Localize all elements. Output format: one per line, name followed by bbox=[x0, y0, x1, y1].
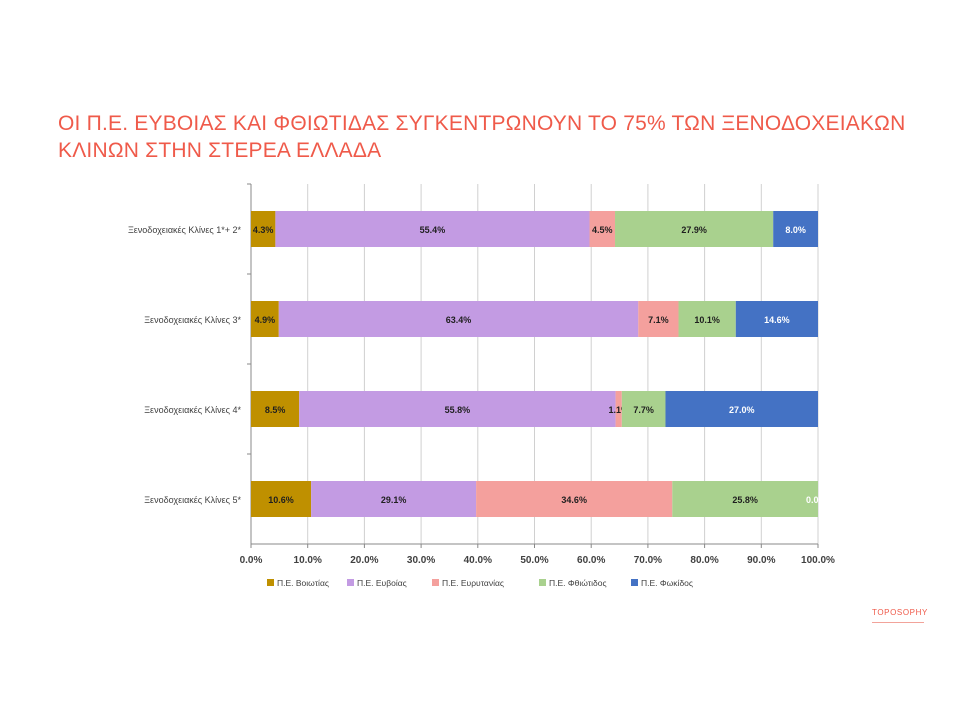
x-tick-label: 20.0% bbox=[350, 555, 378, 566]
x-tick-label: 60.0% bbox=[577, 555, 605, 566]
bar-segment bbox=[278, 301, 639, 337]
bar-segment bbox=[735, 301, 818, 337]
bar-segment bbox=[589, 211, 616, 247]
bar-segment bbox=[275, 211, 590, 247]
data-label: 8.5% bbox=[265, 405, 286, 415]
slide-title: ΟΙ Π.Ε. ΕΥΒΟΙΑΣ ΚΑΙ ΦΘΙΩΤΙΔΑΣ ΣΥΓΚΕΝΤΡΩΝ… bbox=[58, 110, 918, 164]
legend-swatch bbox=[267, 579, 274, 586]
legend-swatch bbox=[347, 579, 354, 586]
bar-segment bbox=[615, 211, 774, 247]
data-label: 7.1% bbox=[648, 315, 669, 325]
data-label: 27.0% bbox=[729, 405, 755, 415]
legend-swatch bbox=[432, 579, 439, 586]
data-label: 4.3% bbox=[253, 225, 274, 235]
x-tick-label: 0.0% bbox=[240, 555, 263, 566]
legend-label: Π.Ε. Ευβοίας bbox=[357, 578, 407, 588]
legend-swatch bbox=[539, 579, 546, 586]
category-label: Ξενοδοχειακές Κλίνες 1*+ 2* bbox=[128, 225, 242, 235]
legend-label: Π.Ε. Φθιώτιδος bbox=[549, 578, 607, 588]
bar-segment bbox=[665, 391, 818, 427]
bar-segment bbox=[621, 391, 666, 427]
data-label: 29.1% bbox=[381, 495, 407, 505]
data-label: 1.1% bbox=[608, 405, 629, 415]
data-label: 0.0 bbox=[806, 495, 819, 505]
legend-label: Π.Ε. Ευρυτανίας bbox=[442, 578, 504, 588]
category-label: Ξενοδοχειακές Κλίνες 5* bbox=[144, 495, 241, 505]
x-tick-label: 40.0% bbox=[464, 555, 492, 566]
data-label: 34.6% bbox=[561, 495, 587, 505]
data-label: 27.9% bbox=[681, 225, 707, 235]
data-label: 4.5% bbox=[592, 225, 613, 235]
data-label: 55.4% bbox=[420, 225, 446, 235]
x-tick-label: 100.0% bbox=[801, 555, 835, 566]
bar-segment bbox=[615, 391, 622, 427]
legend-label: Π.Ε. Φωκίδος bbox=[641, 578, 693, 588]
data-label: 4.9% bbox=[255, 315, 276, 325]
data-label: 55.8% bbox=[445, 405, 471, 415]
bar-segment bbox=[311, 481, 477, 517]
x-tick-label: 70.0% bbox=[634, 555, 662, 566]
data-label: 10.1% bbox=[694, 315, 720, 325]
slide-title-line-1: ΟΙ Π.Ε. ΕΥΒΟΙΑΣ ΚΑΙ ΦΘΙΩΤΙΔΑΣ ΣΥΓΚΕΝΤΡΩΝ… bbox=[58, 112, 906, 135]
bar-segment bbox=[251, 481, 312, 517]
bar-segment bbox=[476, 481, 673, 517]
data-label: 7.7% bbox=[633, 405, 654, 415]
data-label: 10.6% bbox=[268, 495, 294, 505]
data-label: 63.4% bbox=[446, 315, 472, 325]
toposophy-logo: TOPOSOPHY bbox=[872, 608, 952, 623]
slide-title-line-2: ΚΛΙΝΩΝ ΣΤΗΝ ΣΤΕΡΕΑ ΕΛΛΑΔΑ bbox=[58, 139, 382, 162]
category-label: Ξενοδοχειακές Κλίνες 3* bbox=[144, 315, 241, 325]
x-tick-label: 30.0% bbox=[407, 555, 435, 566]
bar-segment bbox=[299, 391, 616, 427]
legend-swatch bbox=[631, 579, 638, 586]
data-label: 25.8% bbox=[732, 495, 758, 505]
data-label: 14.6% bbox=[764, 315, 790, 325]
bar-segment bbox=[251, 391, 300, 427]
logo-underline bbox=[872, 622, 924, 623]
x-tick-label: 80.0% bbox=[690, 555, 718, 566]
bar-segment bbox=[672, 481, 818, 517]
logo-text: TOPOSOPHY bbox=[872, 608, 928, 617]
x-tick-label: 90.0% bbox=[747, 555, 775, 566]
data-label: 8.0% bbox=[785, 225, 806, 235]
legend-label: Π.Ε. Βοιωτίας bbox=[277, 578, 329, 588]
bar-segment bbox=[251, 301, 279, 337]
bar-segment bbox=[638, 301, 679, 337]
x-tick-label: 10.0% bbox=[294, 555, 322, 566]
category-label: Ξενοδοχειακές Κλίνες 4* bbox=[144, 405, 241, 415]
bar-segment bbox=[773, 211, 818, 247]
bar-segment bbox=[251, 211, 276, 247]
bar-segment bbox=[678, 301, 736, 337]
x-tick-label: 50.0% bbox=[520, 555, 548, 566]
